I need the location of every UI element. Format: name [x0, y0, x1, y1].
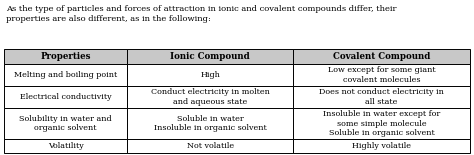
Bar: [128, 139, 293, 153]
Text: Ionic Compound: Ionic Compound: [170, 52, 250, 61]
Text: Conduct electricity in molten
and aqueous state: Conduct electricity in molten and aqueou…: [151, 88, 270, 106]
Bar: [293, 64, 470, 86]
Bar: [4, 49, 128, 64]
Bar: [293, 49, 470, 64]
Text: Insoluble in water except for
some simple molecule
Soluble in organic solvent: Insoluble in water except for some simpl…: [323, 110, 440, 137]
Text: Highly volatile: Highly volatile: [352, 142, 411, 150]
Bar: [128, 108, 293, 139]
Text: Soluble in water
Insoluble in organic solvent: Soluble in water Insoluble in organic so…: [154, 115, 266, 133]
Bar: [128, 64, 293, 86]
Text: Solubility in water and
organic solvent: Solubility in water and organic solvent: [19, 115, 112, 133]
Text: Volatility: Volatility: [48, 142, 83, 150]
Bar: [128, 86, 293, 108]
Text: High: High: [200, 71, 220, 79]
Text: Properties: Properties: [40, 52, 91, 61]
Text: Not volatile: Not volatile: [187, 142, 234, 150]
Text: Covalent Compound: Covalent Compound: [333, 52, 430, 61]
Bar: [4, 139, 128, 153]
Bar: [293, 139, 470, 153]
Bar: [128, 49, 293, 64]
Text: Low except for some giant
covalent molecules: Low except for some giant covalent molec…: [328, 66, 436, 84]
Text: Melting and boiling point: Melting and boiling point: [14, 71, 117, 79]
Text: Electrical conductivity: Electrical conductivity: [20, 93, 111, 101]
Bar: [293, 108, 470, 139]
Bar: [4, 108, 128, 139]
Text: As the type of particles and forces of attraction in ionic and covalent compound: As the type of particles and forces of a…: [6, 5, 397, 23]
Text: Does not conduct electricity in
all state: Does not conduct electricity in all stat…: [319, 88, 444, 106]
Bar: [4, 86, 128, 108]
Bar: [4, 64, 128, 86]
Bar: [293, 86, 470, 108]
